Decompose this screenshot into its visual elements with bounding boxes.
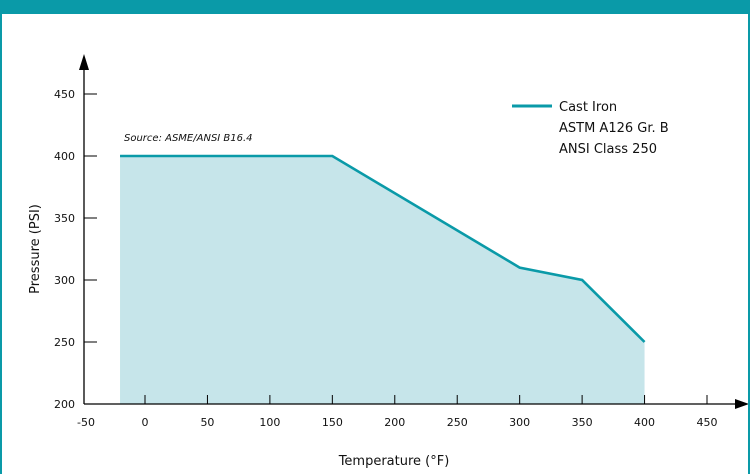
y-tick-group: 200 250 300 350 400 450 [54,88,97,411]
legend: Cast Iron ASTM A126 Gr. B ANSI Class 250 [512,100,669,157]
y-axis-arrowhead [79,54,89,70]
x-tick-label: 100 [259,416,280,429]
legend-label-line-1: Cast Iron [559,100,617,115]
x-axis-arrowhead [735,399,748,409]
y-tick-label: 350 [54,212,75,225]
y-tick-label: 200 [54,398,75,411]
y-axis-label: Pressure (PSI) [28,204,43,294]
rating-series-line [120,154,646,343]
x-tick-label: 200 [384,416,405,429]
legend-label-line-2: ASTM A126 Gr. B [559,121,669,136]
y-tick-label: 450 [54,88,75,101]
x-axis-label: Temperature (°F) [338,454,450,469]
x-tick-label: 0 [142,416,149,429]
top-accent-bar [2,0,748,14]
x-tick-label: 150 [322,416,343,429]
rating-area-fill [120,156,645,404]
legend-label-line-3: ANSI Class 250 [559,142,657,157]
x-tick-group: -50 0 50 100 150 200 250 300 350 400 450 [77,395,718,429]
source-note: Source: ASME/ANSI B16.4 [124,133,253,144]
x-tick-label: -50 [77,416,95,429]
x-tick-label: 50 [200,416,214,429]
y-tick-label: 250 [54,336,75,349]
y-tick-label: 400 [54,150,75,163]
x-tick-label: 350 [572,416,593,429]
x-tick-label: 450 [697,416,718,429]
x-tick-label: 250 [447,416,468,429]
y-tick-label: 300 [54,274,75,287]
x-tick-label: 400 [634,416,655,429]
x-tick-label: 300 [509,416,530,429]
